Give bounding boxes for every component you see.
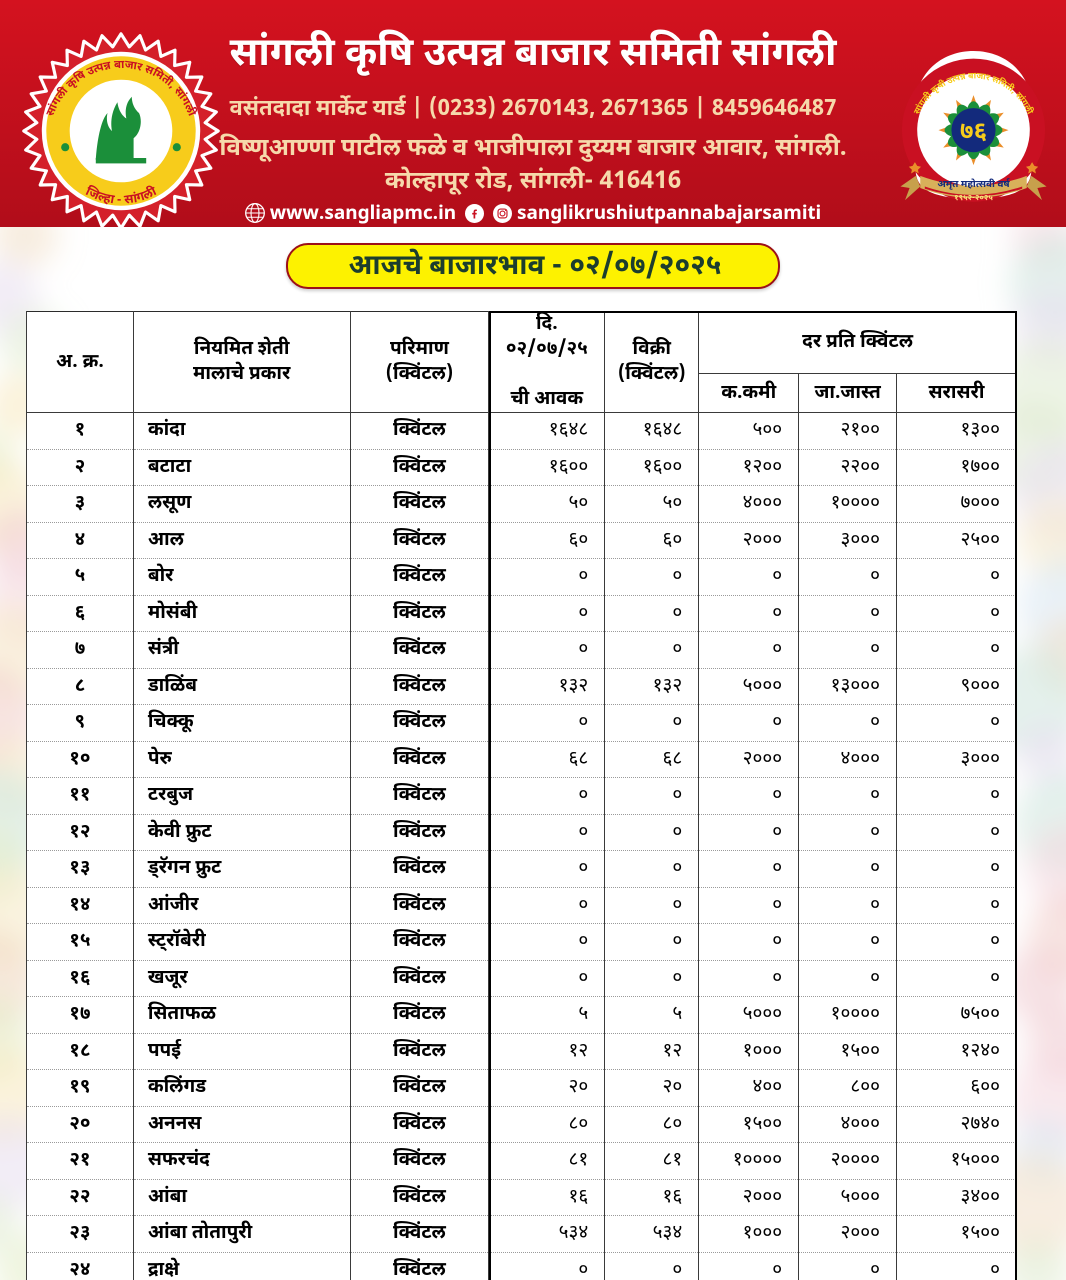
- svg-text:अमृत महोत्सवी वर्ष: अमृत महोत्सवी वर्ष: [937, 178, 1010, 192]
- svg-text:१९५२-२०२५: १९५२-२०२५: [954, 194, 993, 204]
- svg-text:७६: ७६: [960, 117, 987, 149]
